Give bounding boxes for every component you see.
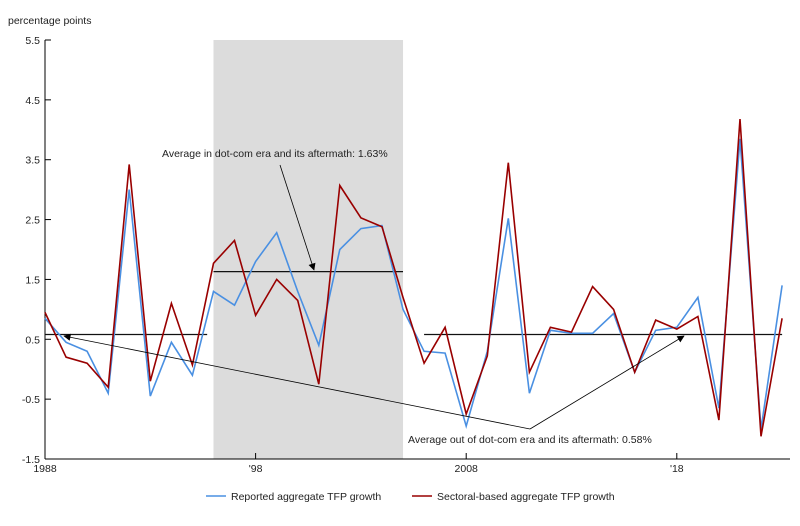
y-tick-label: 0.5 — [25, 334, 40, 346]
y-tick-label: 1.5 — [25, 274, 40, 286]
x-tick-label: 2008 — [455, 463, 479, 475]
legend-label-sectoral: Sectoral-based aggregate TFP growth — [437, 491, 615, 503]
y-axis-label: percentage points — [8, 15, 91, 27]
x-tick-label: '98 — [249, 463, 263, 475]
y-tick-label: 2.5 — [25, 215, 40, 227]
series-reported-line — [45, 139, 782, 429]
y-tick-label: 3.5 — [25, 155, 40, 167]
dotcom-shaded-region — [213, 40, 403, 459]
y-tick-label: 5.5 — [25, 35, 40, 47]
y-tick-label: -0.5 — [22, 394, 40, 406]
annotation-non-dotcom: Average out of dot-com era and its after… — [408, 434, 652, 446]
legend-label-reported: Reported aggregate TFP growth — [231, 491, 381, 503]
y-tick-label: 4.5 — [25, 95, 40, 107]
annotation-dotcom: Average in dot-com era and its aftermath… — [162, 148, 388, 160]
series-sectoral-line — [45, 119, 782, 436]
annotation-non-dotcom-arrow-right — [530, 336, 684, 429]
legend: Reported aggregate TFP growth Sectoral-b… — [206, 491, 615, 503]
x-tick-label: '18 — [670, 463, 684, 475]
x-tick-label: 1988 — [33, 463, 57, 475]
